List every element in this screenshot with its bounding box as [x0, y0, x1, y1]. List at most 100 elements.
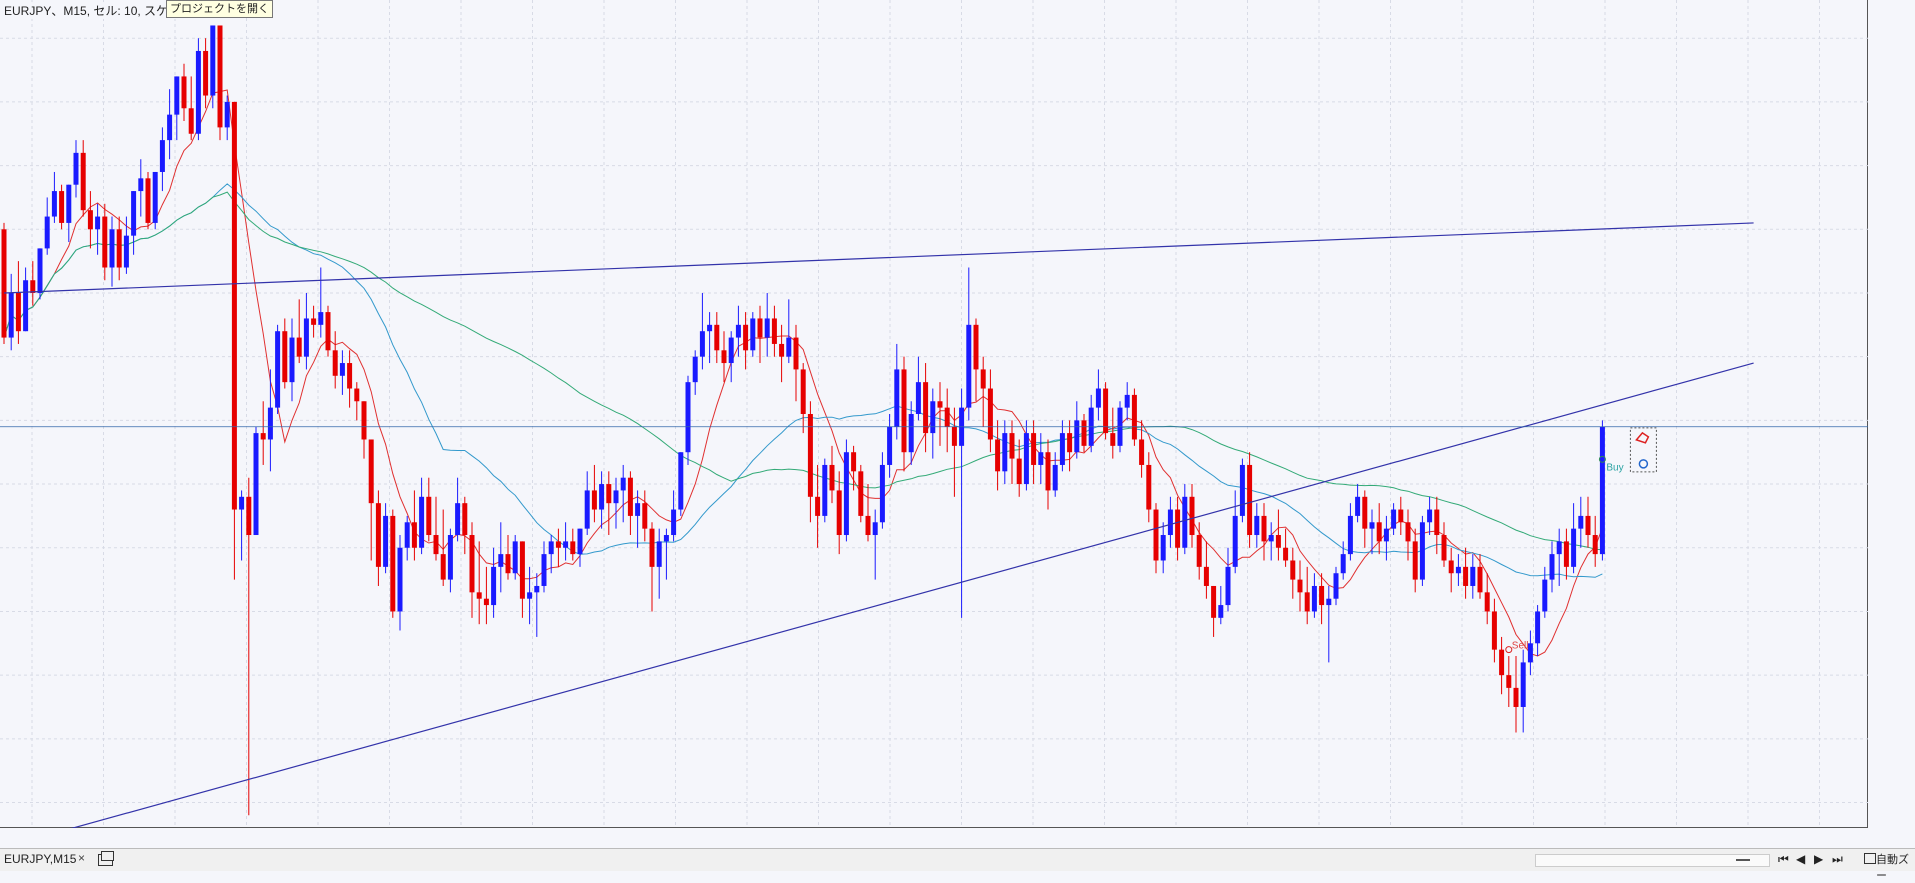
signal-box-icon[interactable]: [1629, 427, 1657, 473]
candle: [469, 522, 475, 618]
candle-body: [289, 337, 295, 383]
next-icon[interactable]: ▶: [1814, 852, 1824, 866]
candle-body: [311, 318, 317, 325]
candle-body: [1189, 496, 1195, 536]
candle: [354, 382, 360, 421]
close-tab-button[interactable]: ×: [78, 851, 86, 865]
candle-body: [620, 477, 626, 491]
chart-tab[interactable]: EURJPY,M15: [4, 852, 77, 866]
candle-body: [1009, 433, 1015, 459]
first-icon[interactable]: ⏮: [1778, 852, 1789, 866]
candle: [1297, 560, 1303, 612]
last-icon[interactable]: ⏭: [1832, 852, 1843, 866]
candle-body: [1427, 509, 1433, 523]
candle: [1340, 541, 1346, 580]
candle-body: [1441, 535, 1447, 561]
candle: [203, 38, 209, 109]
candle: [735, 305, 741, 357]
candle: [1023, 420, 1029, 491]
candle: [1304, 566, 1310, 625]
candle-body: [606, 484, 612, 504]
window-icon[interactable]: [98, 851, 114, 866]
auto-zoom-button[interactable]: 自動ズー: [1876, 854, 1909, 882]
candle: [1355, 484, 1361, 523]
candle-body: [1081, 420, 1087, 446]
candle: [1578, 496, 1584, 548]
candle: [1563, 528, 1569, 580]
candle-body: [570, 541, 576, 555]
candle-body: [822, 464, 828, 516]
candle-body: [930, 401, 936, 434]
grid: [0, 0, 1868, 828]
candle-body: [1571, 528, 1577, 567]
trendline[interactable]: [3, 222, 1754, 294]
candle-body: [1002, 433, 1008, 472]
candle-body: [1563, 541, 1569, 567]
candle-body: [649, 528, 655, 567]
candle: [1448, 547, 1454, 593]
candle: [692, 350, 698, 395]
candle: [347, 350, 353, 408]
candle: [1175, 496, 1181, 561]
candle-body: [1261, 515, 1267, 542]
candle-body: [426, 496, 432, 536]
chart-header: EURJPY、M15, セル: 10, スケール:: [2, 2, 198, 19]
candle: [1153, 503, 1159, 574]
trendlines[interactable]: [0, 222, 1868, 828]
candle: [102, 203, 108, 281]
candle-body: [1542, 579, 1548, 612]
candle-body: [95, 216, 101, 230]
candle: [1369, 509, 1375, 555]
candle: [138, 159, 144, 217]
candle-body: [1326, 598, 1332, 606]
candle: [426, 477, 432, 542]
candle: [1441, 522, 1447, 567]
trendline[interactable]: [4, 362, 1754, 828]
candle-body: [1052, 464, 1058, 491]
candle-body: [887, 426, 893, 465]
candle: [1239, 458, 1245, 523]
candle-body: [707, 324, 713, 332]
candle-body: [469, 535, 475, 593]
zoom-icon[interactable]: [1864, 853, 1876, 864]
candle: [159, 127, 165, 192]
prev-icon[interactable]: ◀: [1796, 852, 1806, 866]
candle-body: [879, 464, 885, 523]
candle-body: [476, 592, 482, 599]
candle: [8, 273, 14, 351]
candle-body: [1131, 394, 1137, 440]
candle-body: [779, 343, 785, 357]
candle: [30, 261, 36, 306]
candle-body: [721, 350, 727, 364]
candle-body: [858, 471, 864, 516]
chart-scrollbar[interactable]: [1535, 854, 1770, 867]
bottom-bar: EURJPY,M15 × ⏮ ◀ ▶ ⏭ 自動ズー: [0, 848, 1915, 882]
candle-body: [1311, 585, 1317, 612]
candle: [1434, 496, 1440, 555]
candle: [843, 439, 849, 542]
candle-body: [1038, 452, 1044, 465]
candle: [1110, 407, 1116, 459]
candle: [311, 305, 317, 338]
candle: [296, 299, 302, 364]
candle: [793, 324, 799, 402]
candle: [649, 522, 655, 612]
markers: Buy Sell: [1505, 427, 1657, 654]
candle-body: [1254, 515, 1260, 536]
candle: [973, 318, 979, 402]
candle: [699, 292, 705, 370]
candle: [37, 248, 43, 300]
candle-body: [1499, 649, 1505, 676]
candle-body: [663, 535, 669, 542]
candle: [1398, 496, 1404, 536]
candle-body: [131, 191, 137, 236]
candle-body: [519, 541, 525, 599]
candle: [1088, 394, 1094, 453]
candle-body: [296, 337, 302, 357]
scroll-thumb[interactable]: [1736, 859, 1750, 861]
candle-body: [462, 503, 468, 536]
candle: [1139, 420, 1145, 478]
candle: [1326, 585, 1332, 663]
candle-body: [793, 337, 799, 370]
